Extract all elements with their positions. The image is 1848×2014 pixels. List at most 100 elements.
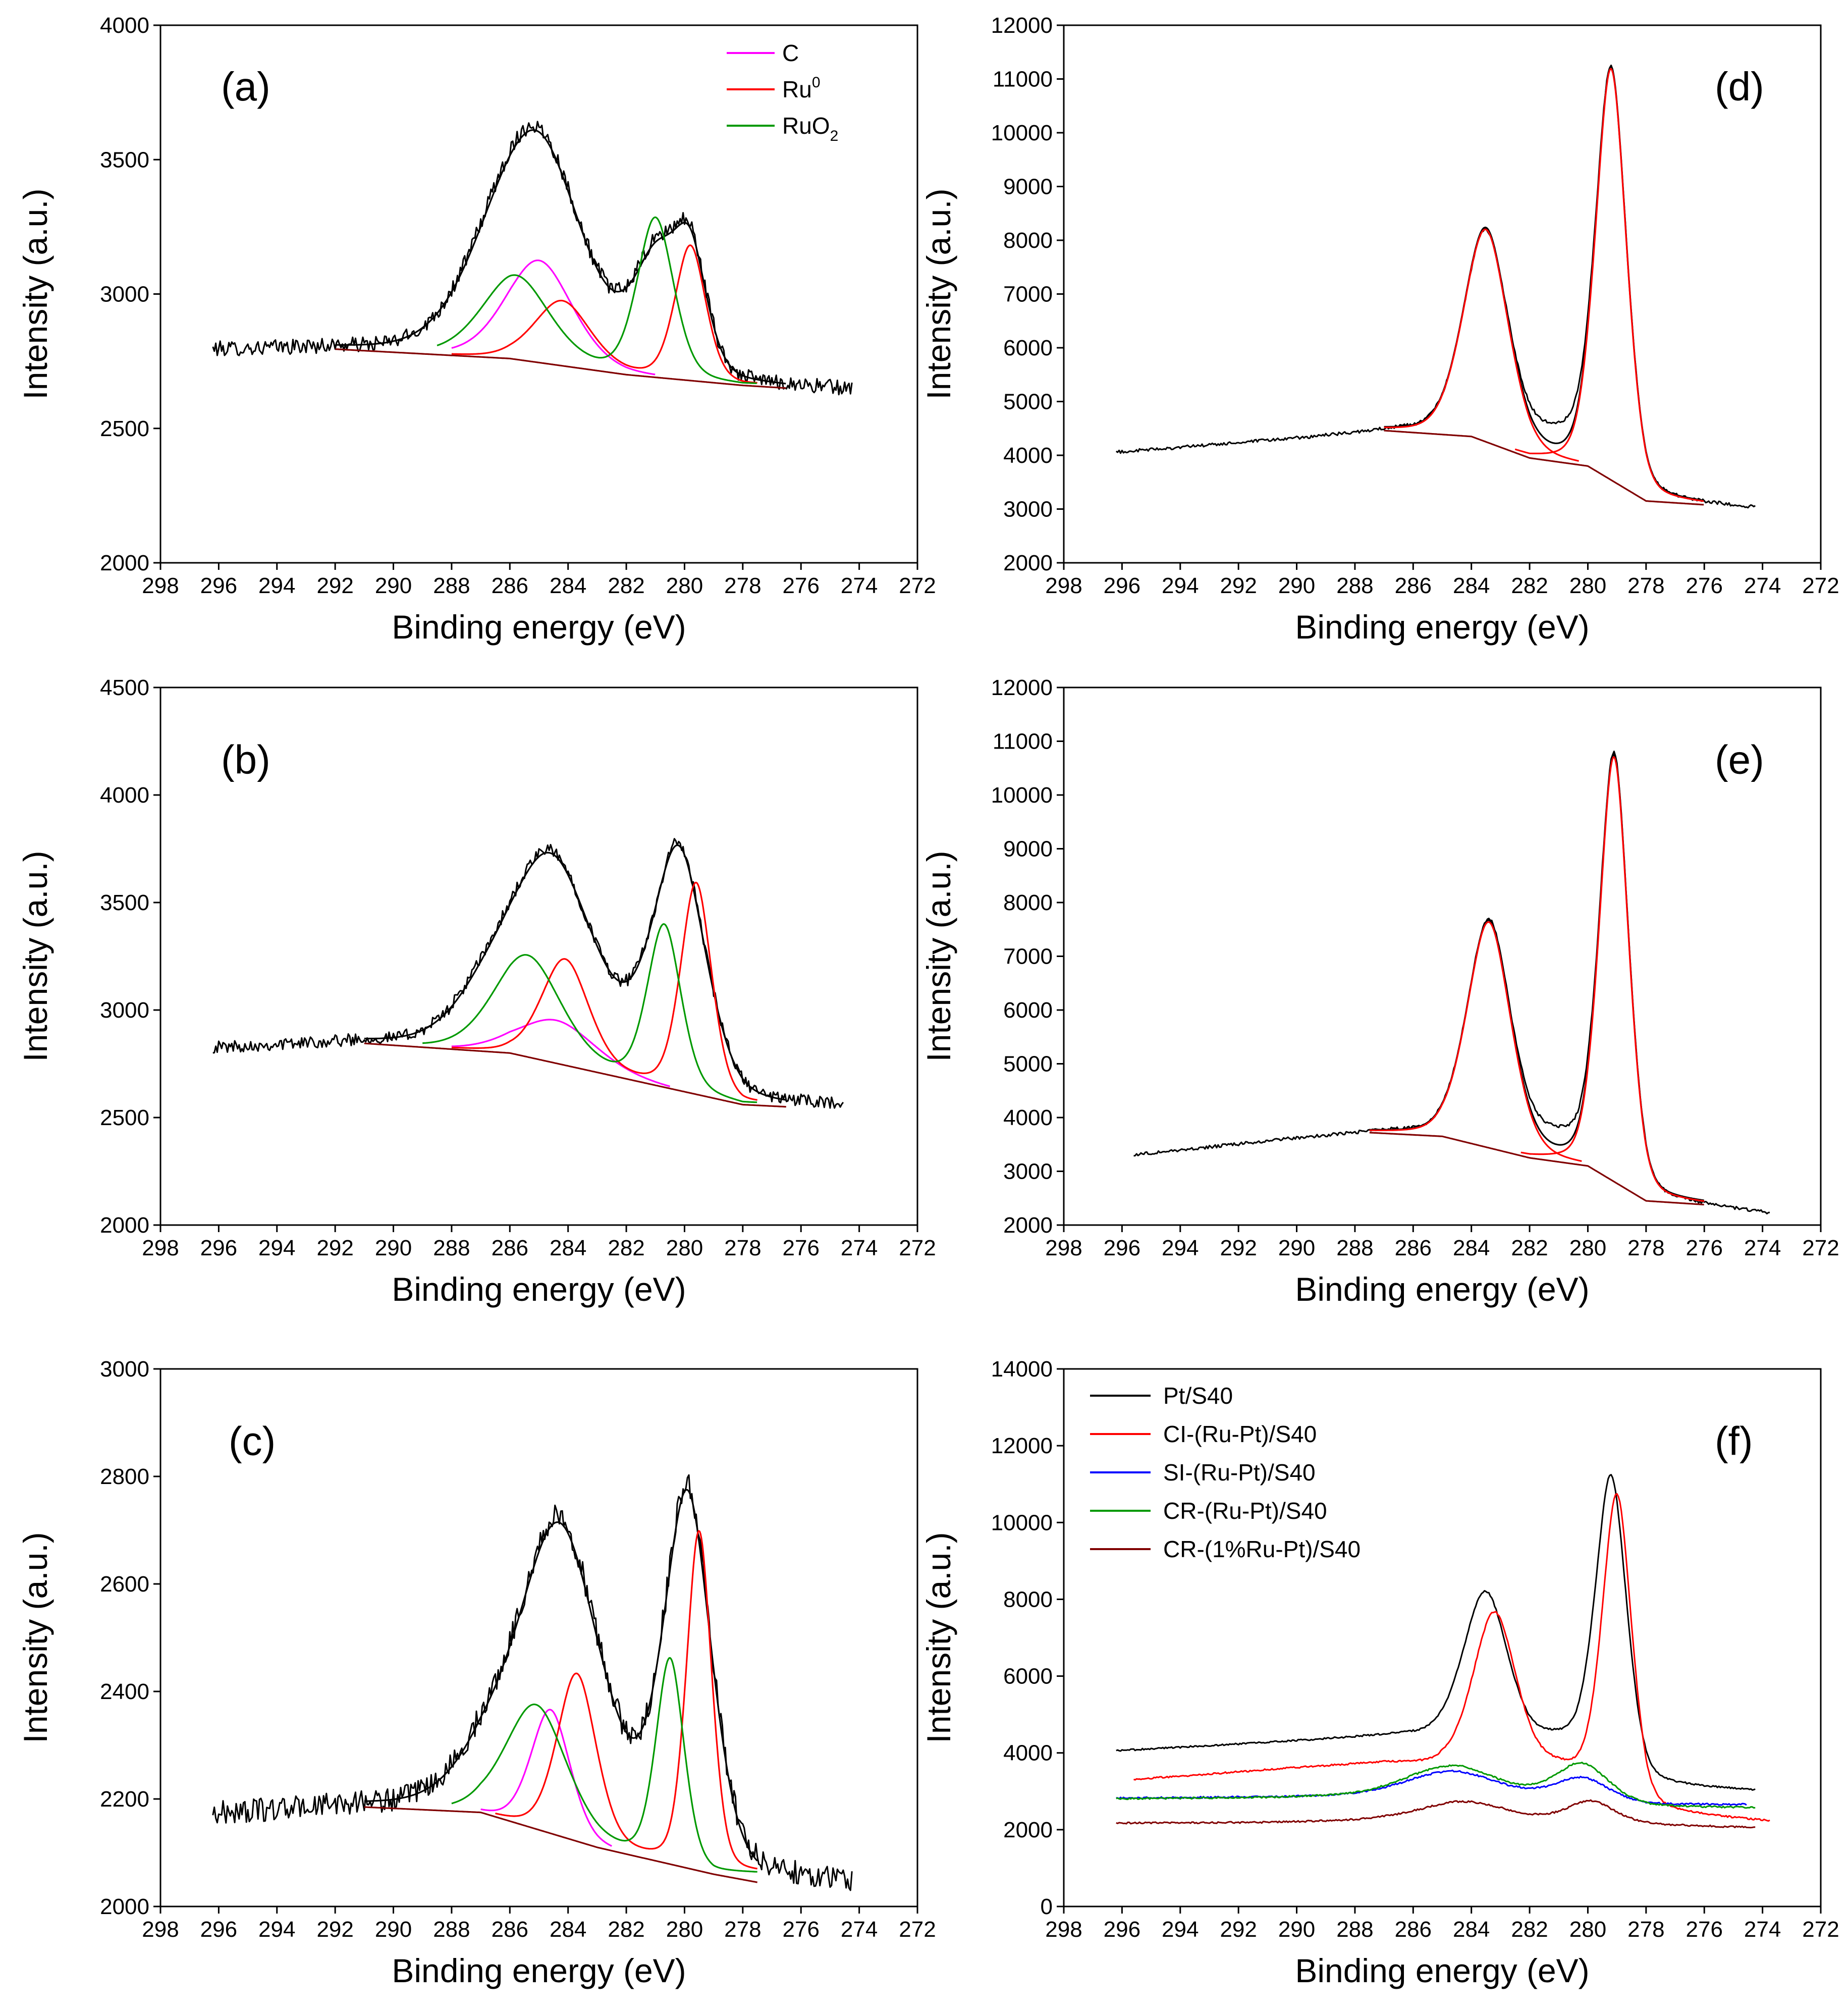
x-tick-label: 282 [1511, 573, 1548, 598]
x-tick-label: 274 [841, 573, 878, 598]
panel-d: 298 296 294 292 290 288 286 284 282 280 278 276 274 2… [920, 13, 1839, 646]
series-component-2 [1520, 756, 1705, 1202]
x-tick-label: 284 [1453, 1917, 1490, 1942]
series-ru0 [451, 881, 757, 1101]
y-tick-label: 3000 [100, 282, 149, 307]
x-tick-label: 272 [899, 1917, 936, 1942]
x-tick-label: 298 [142, 573, 179, 598]
x-tick-label: 280 [666, 573, 703, 598]
x-tick-label: 286 [492, 1236, 528, 1260]
x-tick-label: 276 [783, 573, 820, 598]
y-tick-label: 8000 [1003, 1587, 1053, 1612]
x-tick-label: 296 [1104, 573, 1140, 598]
x-tick-label: 282 [1511, 1917, 1548, 1942]
plot-frame [1063, 1368, 1822, 1907]
x-tick-label: 280 [666, 1917, 703, 1942]
y-axis-title: Intensity (a.u.) [17, 1532, 54, 1743]
x-tick-label: 292 [1220, 1917, 1257, 1942]
x-axis-title: Binding energy (eV) [1295, 1952, 1589, 1989]
x-tick-label: 288 [1336, 1236, 1373, 1260]
legend-label: C [782, 40, 799, 66]
x-tick-label: 296 [200, 1236, 237, 1260]
x-tick-label: 288 [1336, 1917, 1373, 1942]
x-tick-label: 294 [1162, 573, 1199, 598]
series-background [364, 1042, 786, 1108]
y-tick-label: 2200 [100, 1787, 149, 1812]
x-tick-label: 286 [1395, 1917, 1432, 1942]
y-tick-label: 4000 [1003, 443, 1053, 468]
y-tick-label: 12000 [991, 13, 1053, 38]
series-experimental [212, 121, 853, 396]
series-fit-envelope [1369, 754, 1704, 1201]
x-tick-label: 272 [1802, 573, 1839, 598]
panel-c: 298 296 294 292 290 288 286 284 282 280 278 276 274 2… [17, 1357, 936, 1989]
x-axis-title: Binding energy (eV) [392, 1270, 686, 1308]
x-tick-label: 276 [1686, 1236, 1723, 1260]
y-tick-label: 11000 [993, 67, 1053, 92]
y-tick-label: 3000 [100, 1357, 149, 1382]
x-tick-label: 278 [724, 1917, 761, 1942]
y-tick-label: 10000 [991, 783, 1053, 808]
y-tick-label: 8000 [1003, 228, 1053, 253]
legend-label: CR-(1%Ru-Pt)/S40 [1163, 1536, 1361, 1562]
series-experimental [1133, 751, 1770, 1214]
panel-a: 298 296 294 292 290 288 286 284 282 280 278 276 274 2… [17, 13, 936, 646]
x-tick-label: 274 [1744, 1236, 1781, 1260]
x-tick-label: 288 [433, 1236, 470, 1260]
panel-b: 298 296 294 292 290 288 286 284 282 280 278 276 274 2… [17, 675, 936, 1308]
x-tick-label: 290 [375, 573, 412, 598]
x-tick-label: 276 [783, 1236, 820, 1260]
y-tick-label: 12000 [991, 1434, 1053, 1458]
series-pt-s40 [1116, 1474, 1756, 1791]
legend-label: SI-(Ru-Pt)/S40 [1163, 1459, 1316, 1486]
series-cr-1-ru-pt-s40 [1116, 1799, 1756, 1829]
series-ruo2 [451, 1657, 757, 1873]
x-tick-label: 288 [433, 1917, 470, 1942]
y-tick-label: 9000 [1003, 837, 1053, 862]
x-axis-title: Binding energy (eV) [392, 1952, 686, 1989]
x-tick-label: 280 [1569, 573, 1606, 598]
x-tick-label: 286 [1395, 1236, 1432, 1260]
series-ruo2 [422, 923, 757, 1103]
x-tick-label: 292 [316, 573, 353, 598]
x-tick-label: 272 [1802, 1236, 1839, 1260]
y-tick-label: 0 [1041, 1894, 1053, 1919]
y-tick-label: 3000 [100, 998, 149, 1023]
x-tick-label: 280 [1569, 1917, 1606, 1942]
y-tick-label: 2800 [100, 1464, 149, 1489]
legend: C Ru0 RuO2 [727, 40, 838, 144]
x-tick-label: 284 [550, 1917, 586, 1942]
x-tick-label: 284 [550, 1236, 586, 1260]
x-tick-label: 282 [608, 1236, 644, 1260]
y-axis-title: Intensity (a.u.) [17, 851, 54, 1062]
x-tick-label: 288 [433, 573, 470, 598]
x-tick-label: 298 [1045, 1236, 1082, 1260]
y-tick-label: 2000 [1003, 1213, 1053, 1238]
x-tick-label: 286 [492, 1917, 528, 1942]
y-tick-label: 2000 [100, 1213, 149, 1238]
y-tick-label: 14000 [991, 1357, 1053, 1382]
series-si-ru-pt-s40 [1116, 1769, 1747, 1806]
y-tick-label: 8000 [1003, 890, 1053, 915]
y-tick-label: 2000 [1003, 1818, 1053, 1842]
x-tick-label: 274 [1744, 573, 1781, 598]
y-tick-label: 4000 [1003, 1741, 1053, 1766]
y-axis-title: Intensity (a.u.) [17, 188, 54, 399]
y-tick-label: 5000 [1003, 1052, 1053, 1077]
panel-label: (e) [1715, 737, 1764, 782]
x-tick-label: 296 [200, 573, 237, 598]
y-tick-label: 2500 [100, 416, 149, 441]
x-tick-label: 276 [783, 1917, 820, 1942]
panel-f: 298 296 294 292 290 288 286 284 282 280 278 276 274 2… [920, 1357, 1839, 1989]
x-tick-label: 296 [200, 1917, 237, 1942]
y-tick-label: 2000 [100, 551, 149, 575]
y-tick-label: 4000 [100, 783, 149, 808]
x-tick-label: 294 [258, 573, 295, 598]
series-fit-envelope [364, 1489, 758, 1862]
x-tick-label: 294 [1162, 1917, 1199, 1942]
y-tick-label: 6000 [1003, 1664, 1053, 1689]
series-c [480, 1709, 612, 1847]
x-tick-label: 298 [142, 1917, 179, 1942]
y-tick-label: 2400 [100, 1679, 149, 1704]
x-tick-label: 286 [492, 573, 528, 598]
